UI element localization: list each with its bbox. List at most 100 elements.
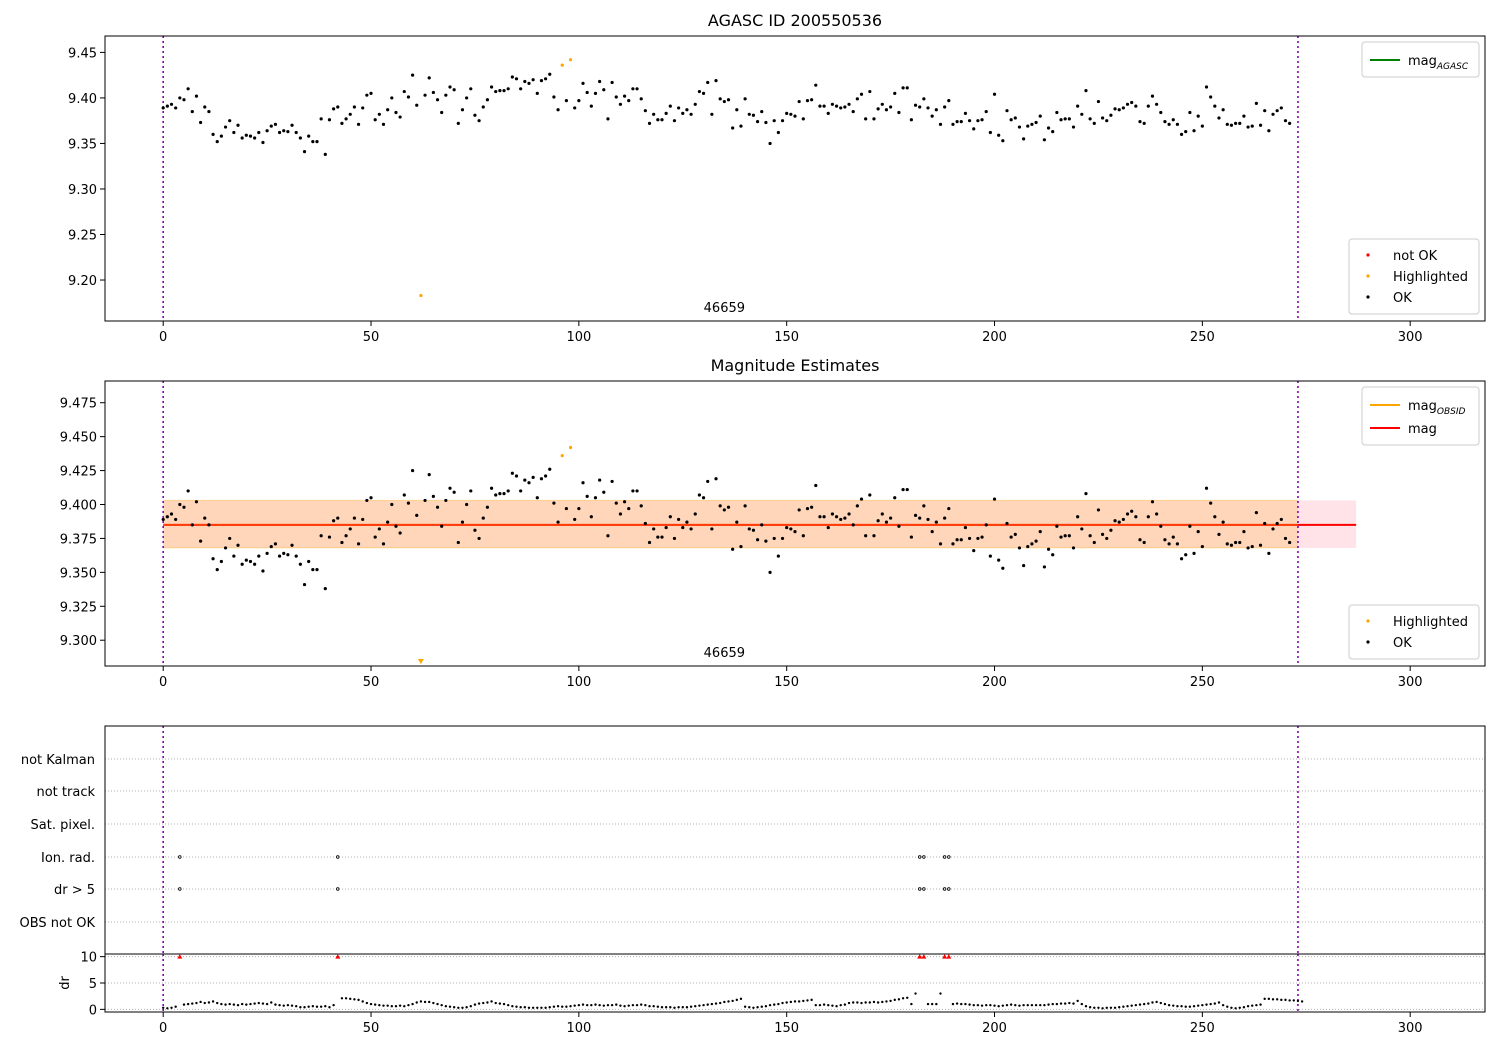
dr-point	[802, 999, 805, 1003]
estimates-panel: Magnitude Estimates 0 50 100 150 200 250 300 9…	[60, 356, 1486, 690]
ok-point	[1071, 546, 1076, 550]
dr-point	[972, 1003, 975, 1007]
ok-point	[851, 523, 855, 527]
dr-point	[594, 1003, 597, 1006]
ok-point	[456, 121, 460, 126]
dr-point	[1217, 1001, 1221, 1004]
ok-point	[182, 98, 186, 102]
ok-point	[1105, 536, 1109, 541]
dr-point	[847, 1001, 851, 1005]
dr-point	[457, 1006, 460, 1009]
ok-point	[1159, 110, 1163, 115]
ok-point	[1125, 512, 1130, 516]
ok-point	[706, 479, 710, 484]
estimates-point-legend: Highlighted OK	[1348, 604, 1480, 660]
ok-point	[1121, 106, 1125, 110]
dr-point	[1014, 1003, 1017, 1007]
ok-point	[668, 104, 672, 108]
ok-point	[564, 506, 568, 511]
ok-point	[1051, 130, 1055, 134]
dr-point	[1134, 1003, 1138, 1007]
dr-point	[195, 1001, 198, 1005]
y-tick-label: 9.400	[60, 499, 97, 514]
dr-point	[1076, 999, 1079, 1003]
ok-point	[959, 119, 963, 124]
ok-point	[174, 517, 178, 522]
dr-point	[407, 1003, 410, 1007]
dr-point	[773, 1003, 776, 1006]
ok-point	[693, 512, 697, 516]
flag-row-label: Sat. pixel.	[31, 818, 95, 833]
agasc-point-legend: not OK Highlighted OK	[1348, 238, 1480, 315]
dr-point	[764, 1005, 768, 1008]
ok-point	[311, 140, 315, 144]
dr-point	[415, 1001, 418, 1004]
dr-point	[311, 1005, 315, 1008]
dr-point	[793, 1000, 797, 1003]
dr-point	[166, 1007, 169, 1010]
ok-point	[851, 109, 855, 114]
ok-point	[922, 504, 926, 508]
dr-point	[843, 1003, 847, 1006]
ok-point	[406, 501, 411, 505]
ok-point	[627, 99, 631, 103]
dr-point	[1151, 1001, 1154, 1004]
ok-point	[556, 108, 560, 112]
dr-point	[694, 1005, 697, 1008]
dr-point	[419, 1000, 423, 1003]
ok-point	[319, 117, 323, 121]
dr-point	[955, 1002, 959, 1005]
dr-point	[211, 1000, 215, 1003]
ok-point	[830, 102, 835, 106]
ok-point	[1192, 129, 1196, 133]
ok-point	[240, 562, 244, 566]
dr-point	[511, 1005, 514, 1008]
ok-point	[1242, 114, 1246, 118]
dr-point	[452, 1006, 456, 1009]
dr-point	[448, 1005, 452, 1008]
ok-point	[265, 551, 269, 555]
legend-point-swatch	[1366, 253, 1370, 257]
ok-point	[918, 105, 922, 109]
ok-point	[1059, 118, 1063, 122]
dr-point	[1118, 1006, 1121, 1009]
ok-point	[1204, 85, 1209, 89]
ok-point	[814, 483, 818, 488]
ok-point	[315, 568, 319, 572]
dr-point	[1238, 1006, 1241, 1009]
dr-point	[1080, 1002, 1084, 1006]
ok-point	[1105, 119, 1109, 123]
ok-point	[772, 536, 776, 541]
ok-point	[1017, 125, 1022, 129]
dr-point	[677, 1006, 680, 1009]
ok-point	[930, 114, 934, 118]
ok-point	[477, 119, 481, 123]
ok-point	[1138, 538, 1142, 542]
dr-point	[1138, 1003, 1142, 1006]
dr-point	[257, 1001, 260, 1005]
ok-point	[1279, 517, 1283, 522]
ok-point	[489, 486, 494, 490]
ok-point	[315, 140, 319, 144]
dr-y-tick-label: 0	[89, 1003, 97, 1018]
dr-point	[1030, 1003, 1034, 1007]
ok-point	[223, 546, 228, 550]
ok-point	[1059, 535, 1063, 539]
ok-point	[760, 109, 764, 114]
ok-point	[232, 554, 236, 558]
ok-point	[988, 554, 992, 558]
ok-point	[178, 96, 182, 100]
ok-point	[764, 539, 768, 543]
ok-point	[997, 558, 1001, 562]
ok-point	[1142, 121, 1146, 126]
flag-point	[922, 887, 926, 891]
ok-point	[585, 90, 589, 95]
dr-point	[1234, 1007, 1237, 1010]
ok-point	[1134, 104, 1138, 108]
ok-point	[1138, 119, 1142, 124]
dr-point	[552, 1005, 556, 1008]
dr-point	[985, 1003, 988, 1007]
dr-point	[739, 997, 743, 1001]
dr-point	[1263, 997, 1266, 1001]
dr-point	[494, 1001, 497, 1005]
